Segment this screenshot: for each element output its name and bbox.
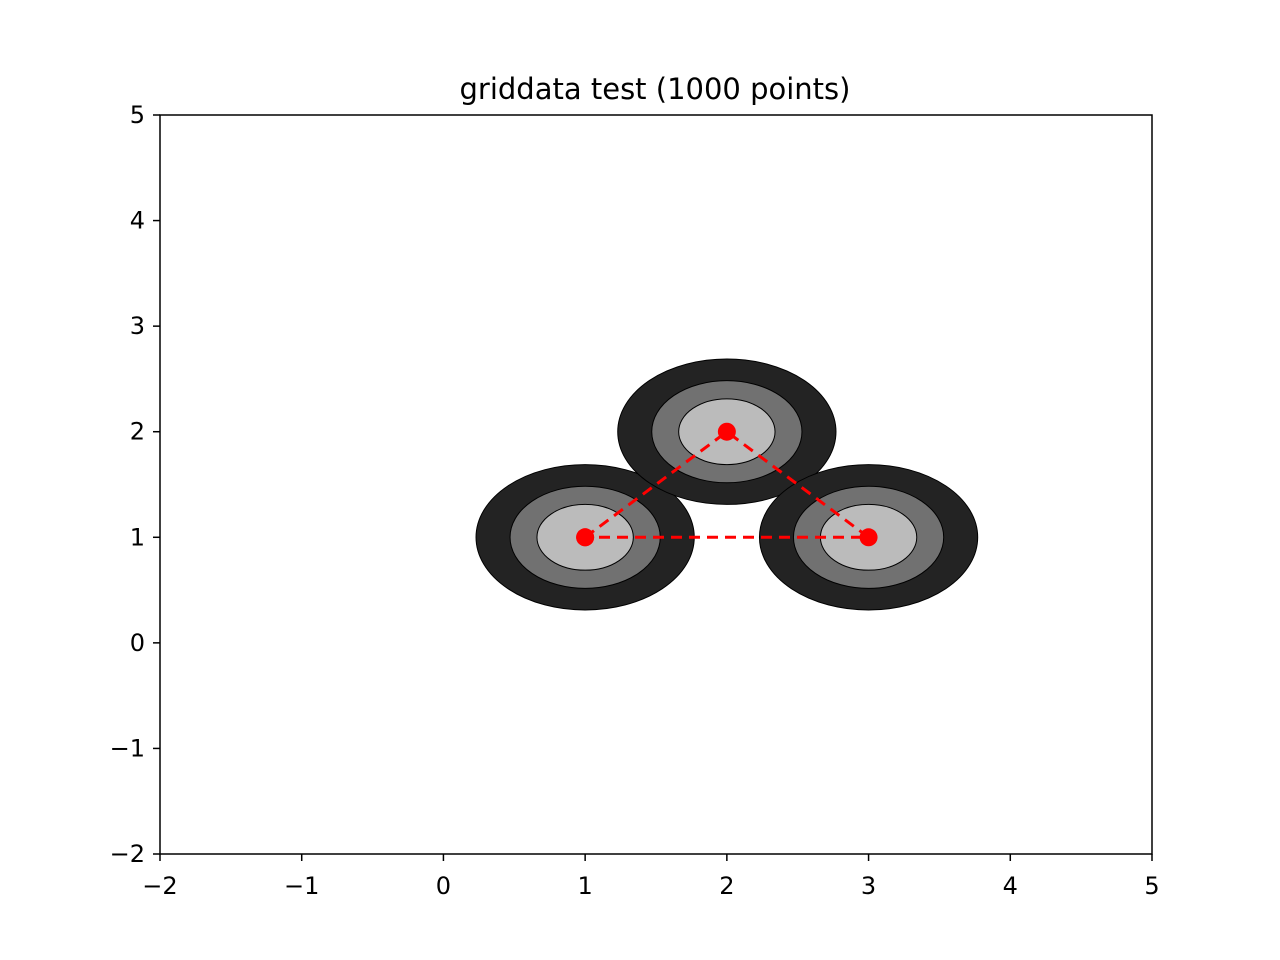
x-tick-label: 2 <box>719 872 734 900</box>
chart-title: griddata test (1000 points) <box>460 72 851 106</box>
x-tick-label: 1 <box>578 872 593 900</box>
y-axis: −2 −1 0 1 2 3 4 5 <box>110 101 160 868</box>
x-tick-label: −1 <box>284 872 319 900</box>
series-line <box>584 429 874 539</box>
x-tick-label: 4 <box>1003 872 1018 900</box>
series-marker <box>717 422 736 441</box>
y-tick-label: 0 <box>130 629 145 657</box>
x-tick-label: 3 <box>861 872 876 900</box>
series-layer <box>576 422 878 547</box>
y-tick-label: 5 <box>130 101 145 129</box>
series-marker <box>859 528 878 547</box>
y-tick-label: 4 <box>130 207 145 235</box>
x-tick-label: 5 <box>1144 872 1159 900</box>
y-tick-label: 2 <box>130 418 145 446</box>
y-tick-label: 1 <box>130 523 145 551</box>
y-tick-label: 3 <box>130 312 145 340</box>
x-axis: −2 −1 0 1 2 3 4 5 <box>142 854 1160 900</box>
x-tick-label: −2 <box>142 872 177 900</box>
plot-frame <box>159 114 1153 855</box>
y-tick-label: −2 <box>110 840 145 868</box>
y-tick-label: −1 <box>110 734 145 762</box>
x-tick-label: 0 <box>436 872 451 900</box>
contour-layer <box>475 358 979 611</box>
series-marker <box>576 528 595 547</box>
